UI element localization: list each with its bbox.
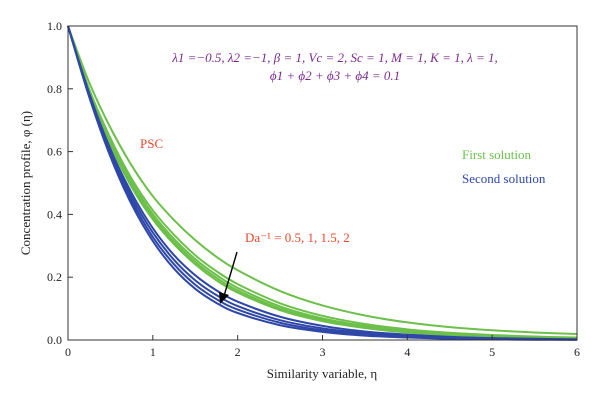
y-tick-label: 0.6 xyxy=(47,145,62,159)
y-tick-label: 0.0 xyxy=(47,333,62,347)
da-inverse-label: Da⁻¹ = 0.5, 1, 1.5, 2 xyxy=(245,230,350,245)
x-tick-label: 2 xyxy=(235,345,241,359)
y-tick-label: 0.2 xyxy=(47,270,62,284)
x-axis-title: Similarity variable, η xyxy=(267,366,378,381)
first-solution-curve-2 xyxy=(67,25,578,339)
second-solution-curve-9 xyxy=(67,25,578,341)
x-tick-label: 4 xyxy=(404,345,410,359)
first-solution-curve-5 xyxy=(67,25,578,340)
legend-first-solution: First solution xyxy=(462,147,531,162)
parameters-annotation-line1: λ1 =−0.5, λ2 =−1, β = 1, Vc = 2, Sc = 1,… xyxy=(171,50,498,65)
y-tick-label: 0.8 xyxy=(47,82,62,96)
y-tick-label: 1.0 xyxy=(47,19,62,33)
series-layer xyxy=(67,25,578,341)
ticks-layer: 0 1 2 3 4 5 6 0.0 0.2 0.4 0.6 0.8 1.0 xyxy=(47,19,580,359)
parameters-annotation-line2: ϕ1 + ϕ2 + ϕ3 + ϕ4 = 0.1 xyxy=(270,68,400,83)
x-tick-label: 6 xyxy=(574,345,580,359)
da-arrow xyxy=(219,251,238,304)
y-tick-label: 0.4 xyxy=(47,207,62,221)
x-tick-label: 3 xyxy=(320,345,326,359)
legend-second-solution: Second solution xyxy=(462,171,546,186)
da-arrow-shaft xyxy=(223,251,238,297)
first-solution-curve-1 xyxy=(67,25,578,336)
x-tick-label: 0 xyxy=(65,345,71,359)
psc-label: PSC xyxy=(140,136,163,151)
da-arrow-head xyxy=(219,292,229,304)
y-axis-title: Concentration profile, φ (η) xyxy=(18,111,33,255)
x-tick-label: 1 xyxy=(150,345,156,359)
x-tick-label: 5 xyxy=(489,345,495,359)
